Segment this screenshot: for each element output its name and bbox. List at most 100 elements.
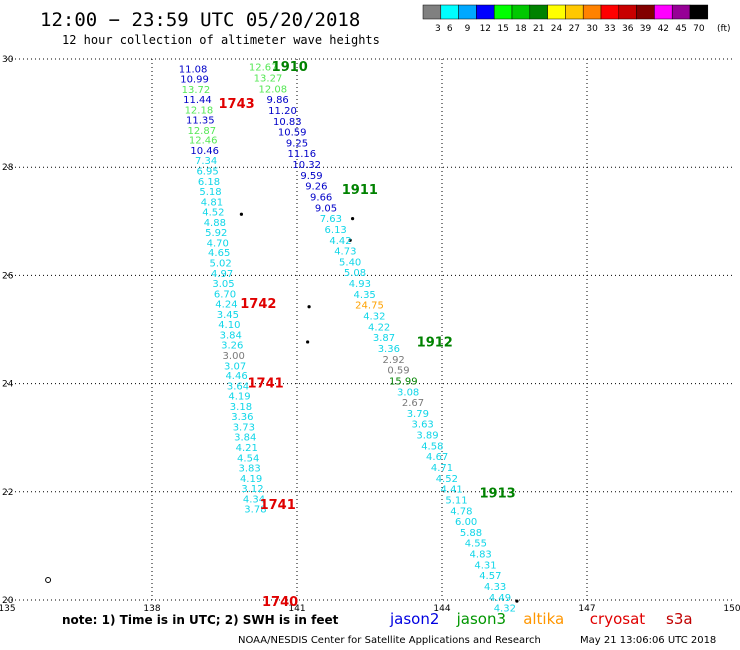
pass-time-label: 1913 [479, 486, 515, 501]
swh-value: 7.34 [195, 156, 217, 167]
legend-label: 6 [447, 24, 453, 34]
swh-value: 5.18 [199, 187, 221, 198]
swh-value: 4.67 [426, 452, 448, 463]
swh-value: 3.05 [212, 279, 234, 290]
swh-value: 3.64 [227, 381, 249, 392]
legend-swatch [582, 4, 602, 20]
swh-value: 6.70 [214, 289, 236, 300]
legend-swatch [600, 4, 620, 20]
swh-value: 4.35 [354, 290, 376, 301]
legend-label: 30 [586, 24, 598, 34]
swh-value: 9.05 [315, 203, 337, 214]
satellite-legend: jason2 jason3 altika cryosat s3a [389, 610, 693, 628]
swh-value: 4.57 [479, 571, 501, 582]
swh-value: 6.95 [196, 167, 218, 178]
swh-value: 9.25 [286, 138, 308, 149]
swh-value: 4.32 [363, 312, 385, 323]
swh-value: 3.36 [231, 412, 253, 423]
swh-value: 4.52 [436, 474, 458, 485]
y-tick-label: 24 [2, 380, 14, 390]
swh-value: 11.20 [268, 106, 297, 117]
swh-value: 11.16 [288, 149, 317, 160]
lat-lon-grid [7, 58, 732, 601]
island-marker [350, 216, 355, 221]
swh-value: 4.33 [484, 582, 506, 593]
swh-value: 3.87 [373, 333, 395, 344]
legend-swatch [440, 4, 459, 20]
footer-credit: NOAA/NESDIS Center for Satellite Applica… [238, 635, 541, 646]
legend-swatch [547, 4, 566, 20]
island-marker [307, 305, 311, 309]
y-tick-label: 28 [2, 163, 14, 173]
satellite-label: jason3 [456, 610, 506, 628]
swh-value: 5.11 [445, 495, 467, 506]
wave-height-labels: 11.0810.9913.7211.4412.1811.3512.8712.46… [179, 63, 516, 615]
swh-value: 4.10 [218, 320, 240, 331]
legend-label: 42 [658, 24, 669, 34]
legend-label: 39 [640, 24, 652, 34]
legend-swatch [493, 4, 513, 20]
swh-value: 12.46 [189, 136, 218, 147]
chart-title: 12:00 − 23:59 UTC 05/20/2018 [40, 9, 360, 31]
swh-value: 4.78 [450, 506, 472, 517]
swh-value: 12.87 [187, 126, 216, 137]
swh-value: 11.35 [186, 116, 215, 127]
swh-value: 3.08 [397, 387, 419, 398]
island-marker [239, 212, 244, 216]
y-tick-label: 30 [2, 55, 14, 65]
swh-value: 4.24 [215, 300, 237, 311]
swh-value: 24.75 [355, 301, 384, 312]
legend-label: 27 [569, 24, 580, 34]
legend-swatch [458, 4, 477, 20]
swh-value: 4.46 [225, 371, 247, 382]
x-tick-label: 150 [723, 604, 740, 614]
legend-swatch [476, 4, 495, 20]
legend-swatch [689, 4, 709, 20]
swh-value: 10.99 [180, 75, 209, 86]
island-marker [515, 599, 519, 603]
swh-value: 3.79 [407, 409, 429, 420]
swh-value: 4.65 [208, 248, 230, 259]
footer-note: note: 1) Time is in UTC; 2) SWH is in fe… [62, 613, 339, 627]
swh-value: 10.59 [278, 128, 307, 139]
swh-value: 12.18 [185, 105, 214, 116]
swh-value: 4.41 [441, 485, 463, 496]
swh-value: 9.86 [267, 95, 289, 106]
swh-value: 4.22 [368, 322, 390, 333]
swh-value: 3.63 [412, 420, 434, 431]
pass-time-label: 1743 [218, 97, 254, 112]
swh-value: 3.73 [233, 422, 255, 433]
swh-value: 11.08 [179, 64, 208, 75]
swh-value: 4.52 [202, 208, 224, 219]
pass-time-label: 1742 [240, 297, 276, 312]
axis-tick-labels: 135 138 141 144 147 150 20 22 24 26 28 30 [0, 55, 740, 614]
swh-value: 3.78 [244, 505, 266, 516]
swh-value: 5.40 [339, 257, 361, 268]
y-tick-label: 26 [2, 271, 14, 281]
swh-value: 5.02 [210, 258, 232, 269]
swh-value: 4.97 [211, 269, 233, 280]
swh-value: 4.19 [228, 392, 250, 403]
swh-value: 3.45 [217, 310, 239, 321]
swh-value: 5.88 [460, 528, 482, 539]
satellite-label: jason2 [389, 610, 439, 628]
swh-value: 3.07 [224, 361, 246, 372]
legend-label: 3 [435, 24, 441, 34]
x-tick-label: 135 [0, 604, 16, 614]
swh-value: 4.31 [474, 560, 496, 571]
swh-value: 4.49 [489, 593, 511, 604]
pass-time-label: 1741 [247, 377, 283, 392]
legend-label: 45 [675, 24, 686, 34]
swh-value: 12.08 [259, 84, 288, 95]
island-marker [306, 340, 310, 344]
island-marker [45, 576, 52, 583]
swh-value: 9.26 [305, 182, 327, 193]
satellite-label: s3a [666, 610, 693, 628]
swh-value: 2.67 [402, 398, 424, 409]
swh-value: 12.67 [249, 63, 278, 74]
swh-value: 4.81 [201, 197, 223, 208]
swh-value: 4.73 [334, 247, 356, 258]
swh-value: 4.71 [431, 463, 453, 474]
swh-value: 7.63 [320, 214, 342, 225]
legend-swatch [618, 4, 637, 20]
